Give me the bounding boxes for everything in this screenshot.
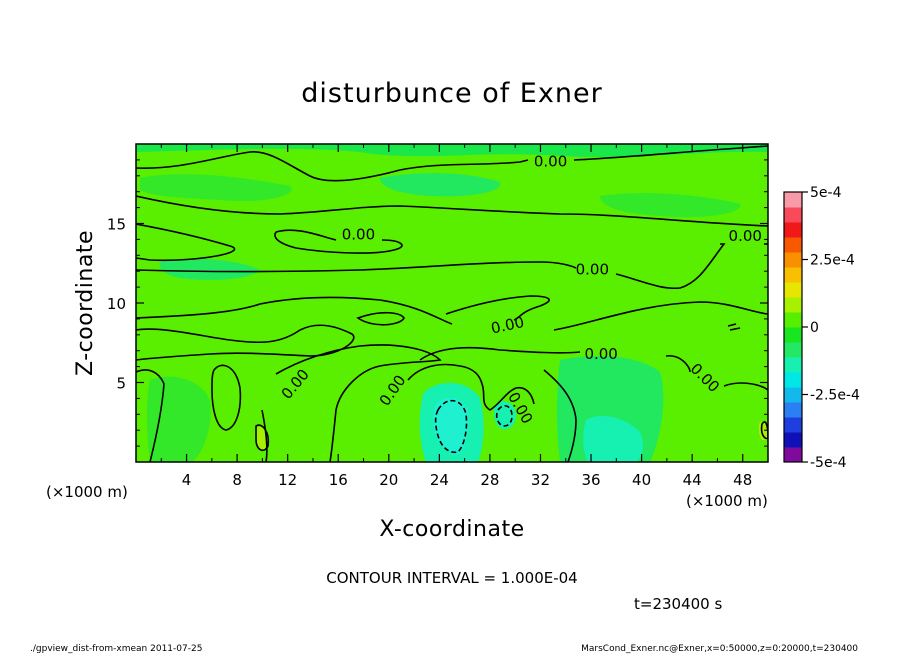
x-axis-title: X-coordinate [379,517,524,542]
x-tick-label: 48 [733,471,752,489]
contour-label: 0.00 [576,261,609,279]
plot-area: 0.000.00 0.000.000.000.000.00 0.00 0.000.00 [135,143,769,463]
colorbar-swatch [784,207,802,223]
colorbar-swatch [784,222,802,238]
x-tick-label: 40 [632,471,651,489]
colorbar-swatch [784,327,802,343]
shade-band-top [136,144,768,157]
x-tick-label: 24 [430,471,449,489]
colorbar-swatch [784,447,802,463]
contour-zero-15 [136,369,165,462]
y-tick-label: 10 [107,295,126,313]
shade-cool-right [583,416,643,462]
contour-label: 0.00 [534,152,567,170]
x-unit-right: (×1000 m) [686,492,768,510]
contour-zero-17 [275,344,442,462]
footer-left: ./gpview_dist-from-xmean 2011-07-25 [30,644,202,654]
contour-zero-20 [419,346,581,361]
contour-zero-6 [136,223,236,262]
colorbar-label: 2.5e-4 [810,253,855,269]
colorbar-swatch [784,282,802,298]
contour-neg-2 [495,404,513,427]
contour-zero-13 [553,301,768,331]
shaded-field [136,144,768,462]
shade-patch-mid-right [600,193,741,218]
x-tick-label: 4 [182,471,192,489]
shade-patch-upper-mid [380,173,501,197]
colorbar: 5e-4 2.5e-4 0 -2.5e-4 -5e-4 [783,185,860,471]
colorbar-swatch [784,387,802,403]
colorbar-swatch [784,192,802,208]
x-tick-label: 12 [278,471,297,489]
x-tick-label: 16 [329,471,348,489]
contour-zero-3 [136,195,768,227]
colorbar-swatch [784,342,802,358]
contour-zero-1 [136,151,529,182]
contour-zero-2 [573,145,768,161]
colorbar-label: 5e-4 [810,185,842,201]
contour-label: 0.00 [584,345,617,363]
contour-zero-24 [723,382,768,391]
x-tick-label: 32 [531,471,550,489]
x-tick-label: 20 [379,471,398,489]
contour-lines [136,145,768,462]
colorbar-swatch [784,312,802,328]
contour-zero-25 [255,424,270,452]
contour-zero-27 [727,323,741,331]
shade-warm-left [254,426,268,451]
contour-zero-12 [356,311,405,326]
colorbar-swatch [784,297,802,313]
footer-right: MarsCond_Exner.nc@Exner,x=0:50000,z=0:20… [581,644,858,654]
contour-zero-14 [136,324,355,361]
contour-zero-22 [543,369,577,462]
shade-patch-left-low [147,376,211,462]
y-axis: 5 10 15 [107,159,768,447]
contour-zero-7 [136,261,577,273]
colorbar-swatch [784,372,802,388]
contour-zero-4 [275,229,337,241]
colorbar-swatch [784,402,802,418]
x-tick-label: 28 [480,471,499,489]
contour-zero-16 [211,364,242,431]
colorbar-swatch [784,267,802,283]
colorbar-swatch [784,357,802,373]
contour-interval: CONTOUR INTERVAL = 1.000E-04 [326,569,577,587]
contour-zero-8 [615,243,726,290]
contour-zero-21 [481,383,535,411]
y-tick-label: 15 [107,216,126,234]
colorbar-label: 0 [810,320,819,336]
shade-cool-core [433,397,469,455]
x-axis: 4 8 12 16 20 24 28 32 36 40 44 48 [160,144,752,489]
shade-patch-mid [159,259,260,280]
shade-patch-upper-left [140,174,292,202]
contour-zero-19 [407,363,483,385]
contour-neg-1 [434,399,468,454]
time-stamp: t=230400 s [634,595,722,613]
contour-zero-26 [760,421,768,440]
x-tick-label: 8 [232,471,242,489]
contour-zero-11 [445,295,550,321]
contour-label: 0.00 [342,226,375,244]
contour-zero-5 [274,231,403,254]
y-tick-label: 5 [116,375,126,393]
x-tick-label: 44 [683,471,702,489]
colorbar-swatch [784,252,802,268]
colorbar-swatch [784,417,802,433]
colorbar-swatch [784,237,802,253]
colorbar-label: -2.5e-4 [810,388,860,404]
contour-zero-23 [665,355,691,373]
chart-title: disturbunce of Exner [301,78,602,109]
colorbar-swatch [784,432,802,448]
colorbar-label: -5e-4 [810,455,847,471]
x-unit-left: (×1000 m) [46,483,128,501]
contour-zero-18 [261,409,268,462]
contour-zero-10 [136,296,453,325]
y-axis-title: Z-coordinate [73,230,98,376]
contour-label: 0.00 [729,227,762,245]
x-tick-label: 36 [581,471,600,489]
